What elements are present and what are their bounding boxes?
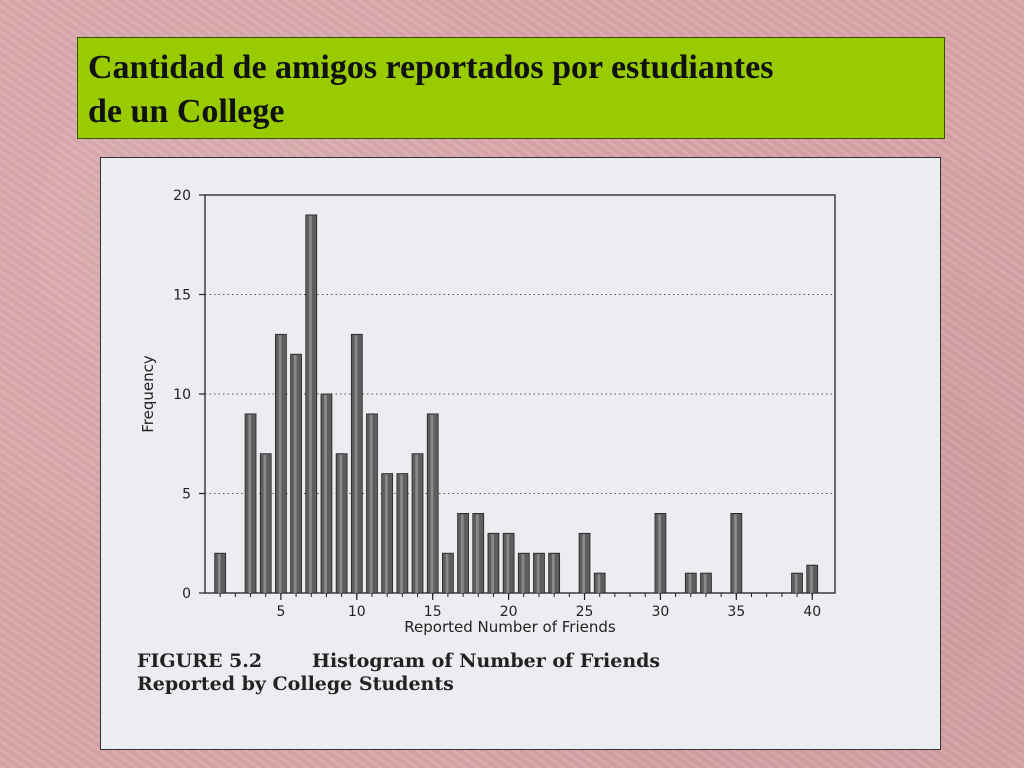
bar-19-shade [491,534,494,593]
bar-14 [411,453,424,594]
x-tick-label-30: 30 [652,604,670,620]
bar-12 [381,473,394,594]
caption-number: FIGURE 5.2 [137,650,263,672]
bar-39 [791,572,803,594]
bar-33 [700,572,712,594]
bar-32-shade [688,574,692,593]
bar-6 [290,353,302,594]
bar-13-shade [400,474,403,593]
bar-18 [472,512,485,594]
x-tick-label-35: 35 [727,604,745,620]
y-tick-label-10: 10 [173,387,191,403]
bar-15-shade [430,414,434,593]
x-tick-label-10: 10 [348,604,366,620]
figure-panel: 5 10 15 20 25 30 35 40 0 5 10 15 20 Reported Number… [100,157,941,750]
y-tick-label-15: 15 [173,288,191,304]
y-axis-label: Frequency [139,355,157,433]
bar-15 [426,413,439,594]
bar-4 [259,453,272,594]
bar-9-shade [339,454,343,593]
bars [214,214,819,594]
bar-4-shade [263,454,267,593]
x-tick-label-15: 15 [424,604,442,620]
bar-25-shade [582,534,586,593]
bar-21 [517,552,530,594]
bar-25 [578,532,591,594]
bar-21-shade [521,554,525,593]
bar-23 [548,552,561,594]
bar-19 [487,532,500,594]
y-tick-label-0: 0 [182,586,191,602]
bar-11 [366,413,378,594]
bar-22 [533,552,545,594]
x-ticks: 5 10 15 20 25 30 35 40 [219,593,821,620]
slide-title-box: Cantidad de amigos reportados por estudi… [77,37,945,139]
bar-10-shade [354,335,358,593]
bar-11-shade [369,414,373,593]
bar-23-shade [551,554,555,593]
bar-22-shade [536,554,540,593]
caption-text-1: Histogram of Number of Friends [312,650,661,672]
figure-caption: FIGURE 5.2 Histogram of Number of Friends… [137,650,660,696]
bar-9 [335,453,348,594]
bar-10 [350,333,363,594]
bar-33-shade [703,574,707,593]
x-axis-label: Reported Number of Friends [404,618,616,636]
x-tick-label-20: 20 [500,604,518,620]
bar-39-shade [794,574,798,593]
bar-5 [275,333,287,594]
bar-18-shade [476,514,479,593]
bar-5-shade [278,335,282,593]
bar-13 [396,473,409,594]
caption-text-2: Reported by College Students [137,673,454,695]
x-tick-label-25: 25 [576,604,594,620]
bar-1 [214,552,227,594]
bar-26-shade [597,574,601,593]
bar-20 [502,532,515,594]
histogram-chart: 5 10 15 20 25 30 35 40 0 5 10 15 20 Reported Number… [139,188,836,636]
bar-26 [593,572,606,594]
slide-title-line-2: de un College [88,93,285,130]
bar-40-shade [810,566,813,593]
bar-30 [654,512,667,594]
bar-16-shade [445,554,449,593]
bar-17 [457,512,469,594]
bar-8 [320,393,333,594]
bar-40 [806,564,819,594]
bar-7-shade [309,215,312,593]
bar-3-shade [248,414,252,593]
bar-30-shade [658,514,661,593]
y-tick-label-20: 20 [173,188,191,204]
bar-35-shade [734,514,737,593]
bar-8-shade [324,395,327,593]
x-tick-label-40: 40 [803,604,821,620]
bar-6-shade [293,355,297,593]
bar-16 [442,552,454,594]
y-ticks: 0 5 10 15 20 [173,188,205,602]
bar-35 [730,512,743,594]
x-tick-label-5: 5 [276,604,285,620]
bar-12-shade [384,474,388,593]
bar-20-shade [506,534,510,593]
bar-14-shade [415,454,419,593]
bar-3 [244,413,257,594]
bar-17-shade [460,514,464,593]
caption-line-1: FIGURE 5.2 Histogram of Number of Friends [137,650,660,673]
bar-7 [305,214,318,594]
slide-title-line-1: Cantidad de amigos reportados por estudi… [88,49,774,86]
y-tick-label-5: 5 [182,487,191,503]
bar-32 [684,572,697,594]
bar-1-shade [217,554,221,593]
